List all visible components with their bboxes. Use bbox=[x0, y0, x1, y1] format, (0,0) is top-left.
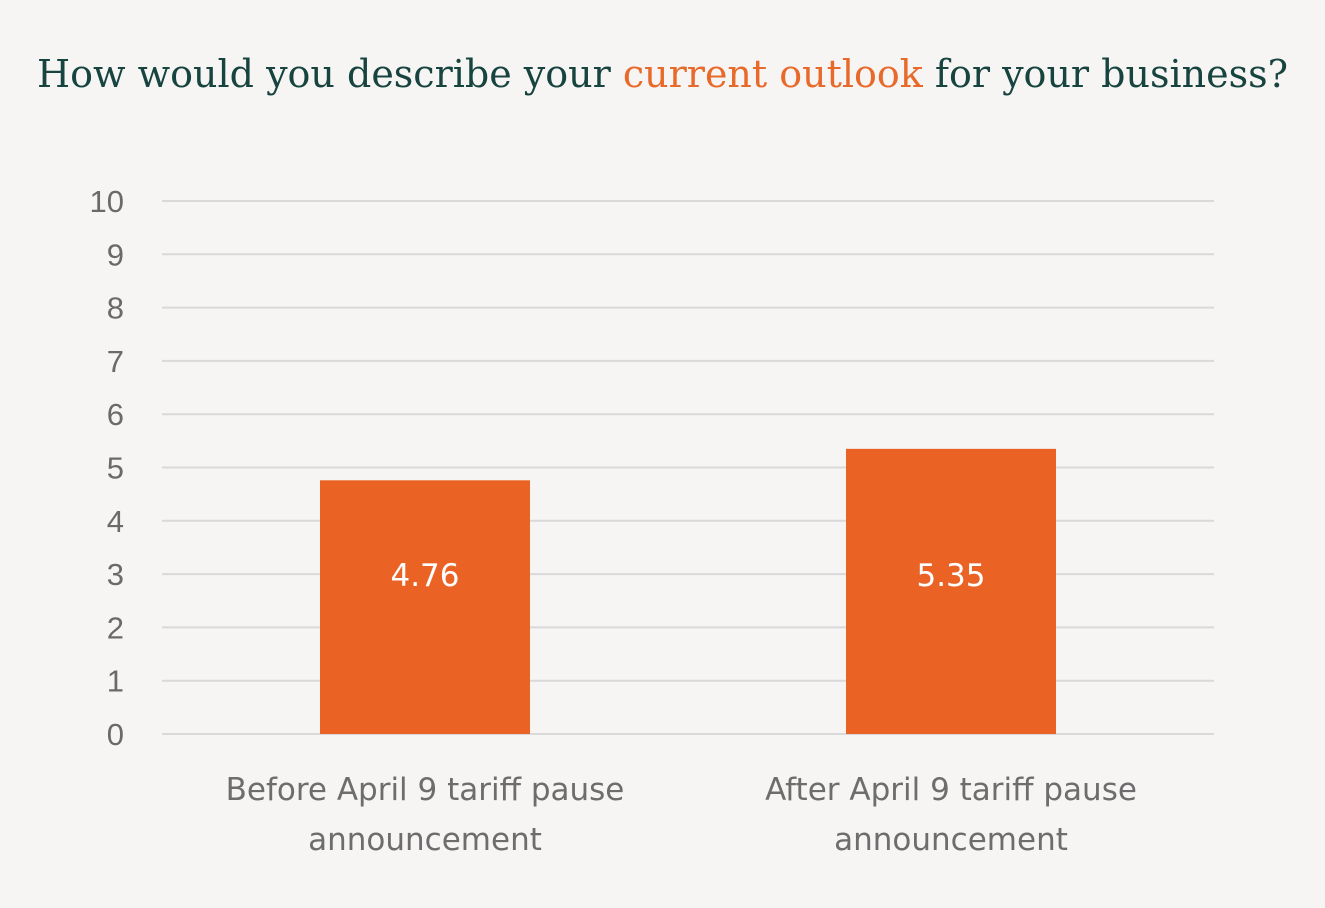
gridlines bbox=[162, 200, 1214, 735]
bar bbox=[846, 448, 1056, 734]
y-tick-label: 5 bbox=[107, 451, 124, 486]
bars bbox=[320, 448, 1056, 734]
y-tick-label: 2 bbox=[107, 610, 124, 645]
x-category-label: Before April 9 tariff pause bbox=[226, 772, 625, 808]
y-tick-label: 1 bbox=[107, 664, 124, 699]
x-category-label: After April 9 tariff pause bbox=[765, 772, 1137, 808]
y-tick-label: 8 bbox=[107, 291, 124, 326]
chart-title-highlight: current outlook bbox=[622, 52, 923, 96]
chart-title: How would you describe your current outl… bbox=[0, 52, 1325, 96]
data-labels: 4.76 5.35 bbox=[390, 558, 985, 594]
x-category-label: announcement bbox=[834, 822, 1068, 858]
y-tick-label: 0 bbox=[107, 717, 124, 752]
y-tick-label: 3 bbox=[107, 557, 124, 592]
bar bbox=[320, 480, 530, 734]
data-label: 4.76 bbox=[390, 558, 459, 594]
chart-title-suffix: for your business? bbox=[922, 52, 1288, 96]
y-tick-label: 9 bbox=[107, 237, 124, 272]
data-label: 5.35 bbox=[916, 558, 985, 594]
y-tick-label: 4 bbox=[107, 504, 124, 539]
x-category-label: announcement bbox=[308, 822, 542, 858]
y-tick-label: 10 bbox=[90, 184, 124, 219]
y-tick-label: 7 bbox=[107, 344, 124, 379]
chart-title-prefix: How would you describe your bbox=[37, 52, 623, 96]
y-axis-ticks: 0 1 2 3 4 5 6 7 8 9 10 bbox=[90, 184, 124, 752]
y-tick-label: 6 bbox=[107, 397, 124, 432]
x-axis-categories: Before April 9 tariff pause announcement A… bbox=[226, 772, 1137, 858]
